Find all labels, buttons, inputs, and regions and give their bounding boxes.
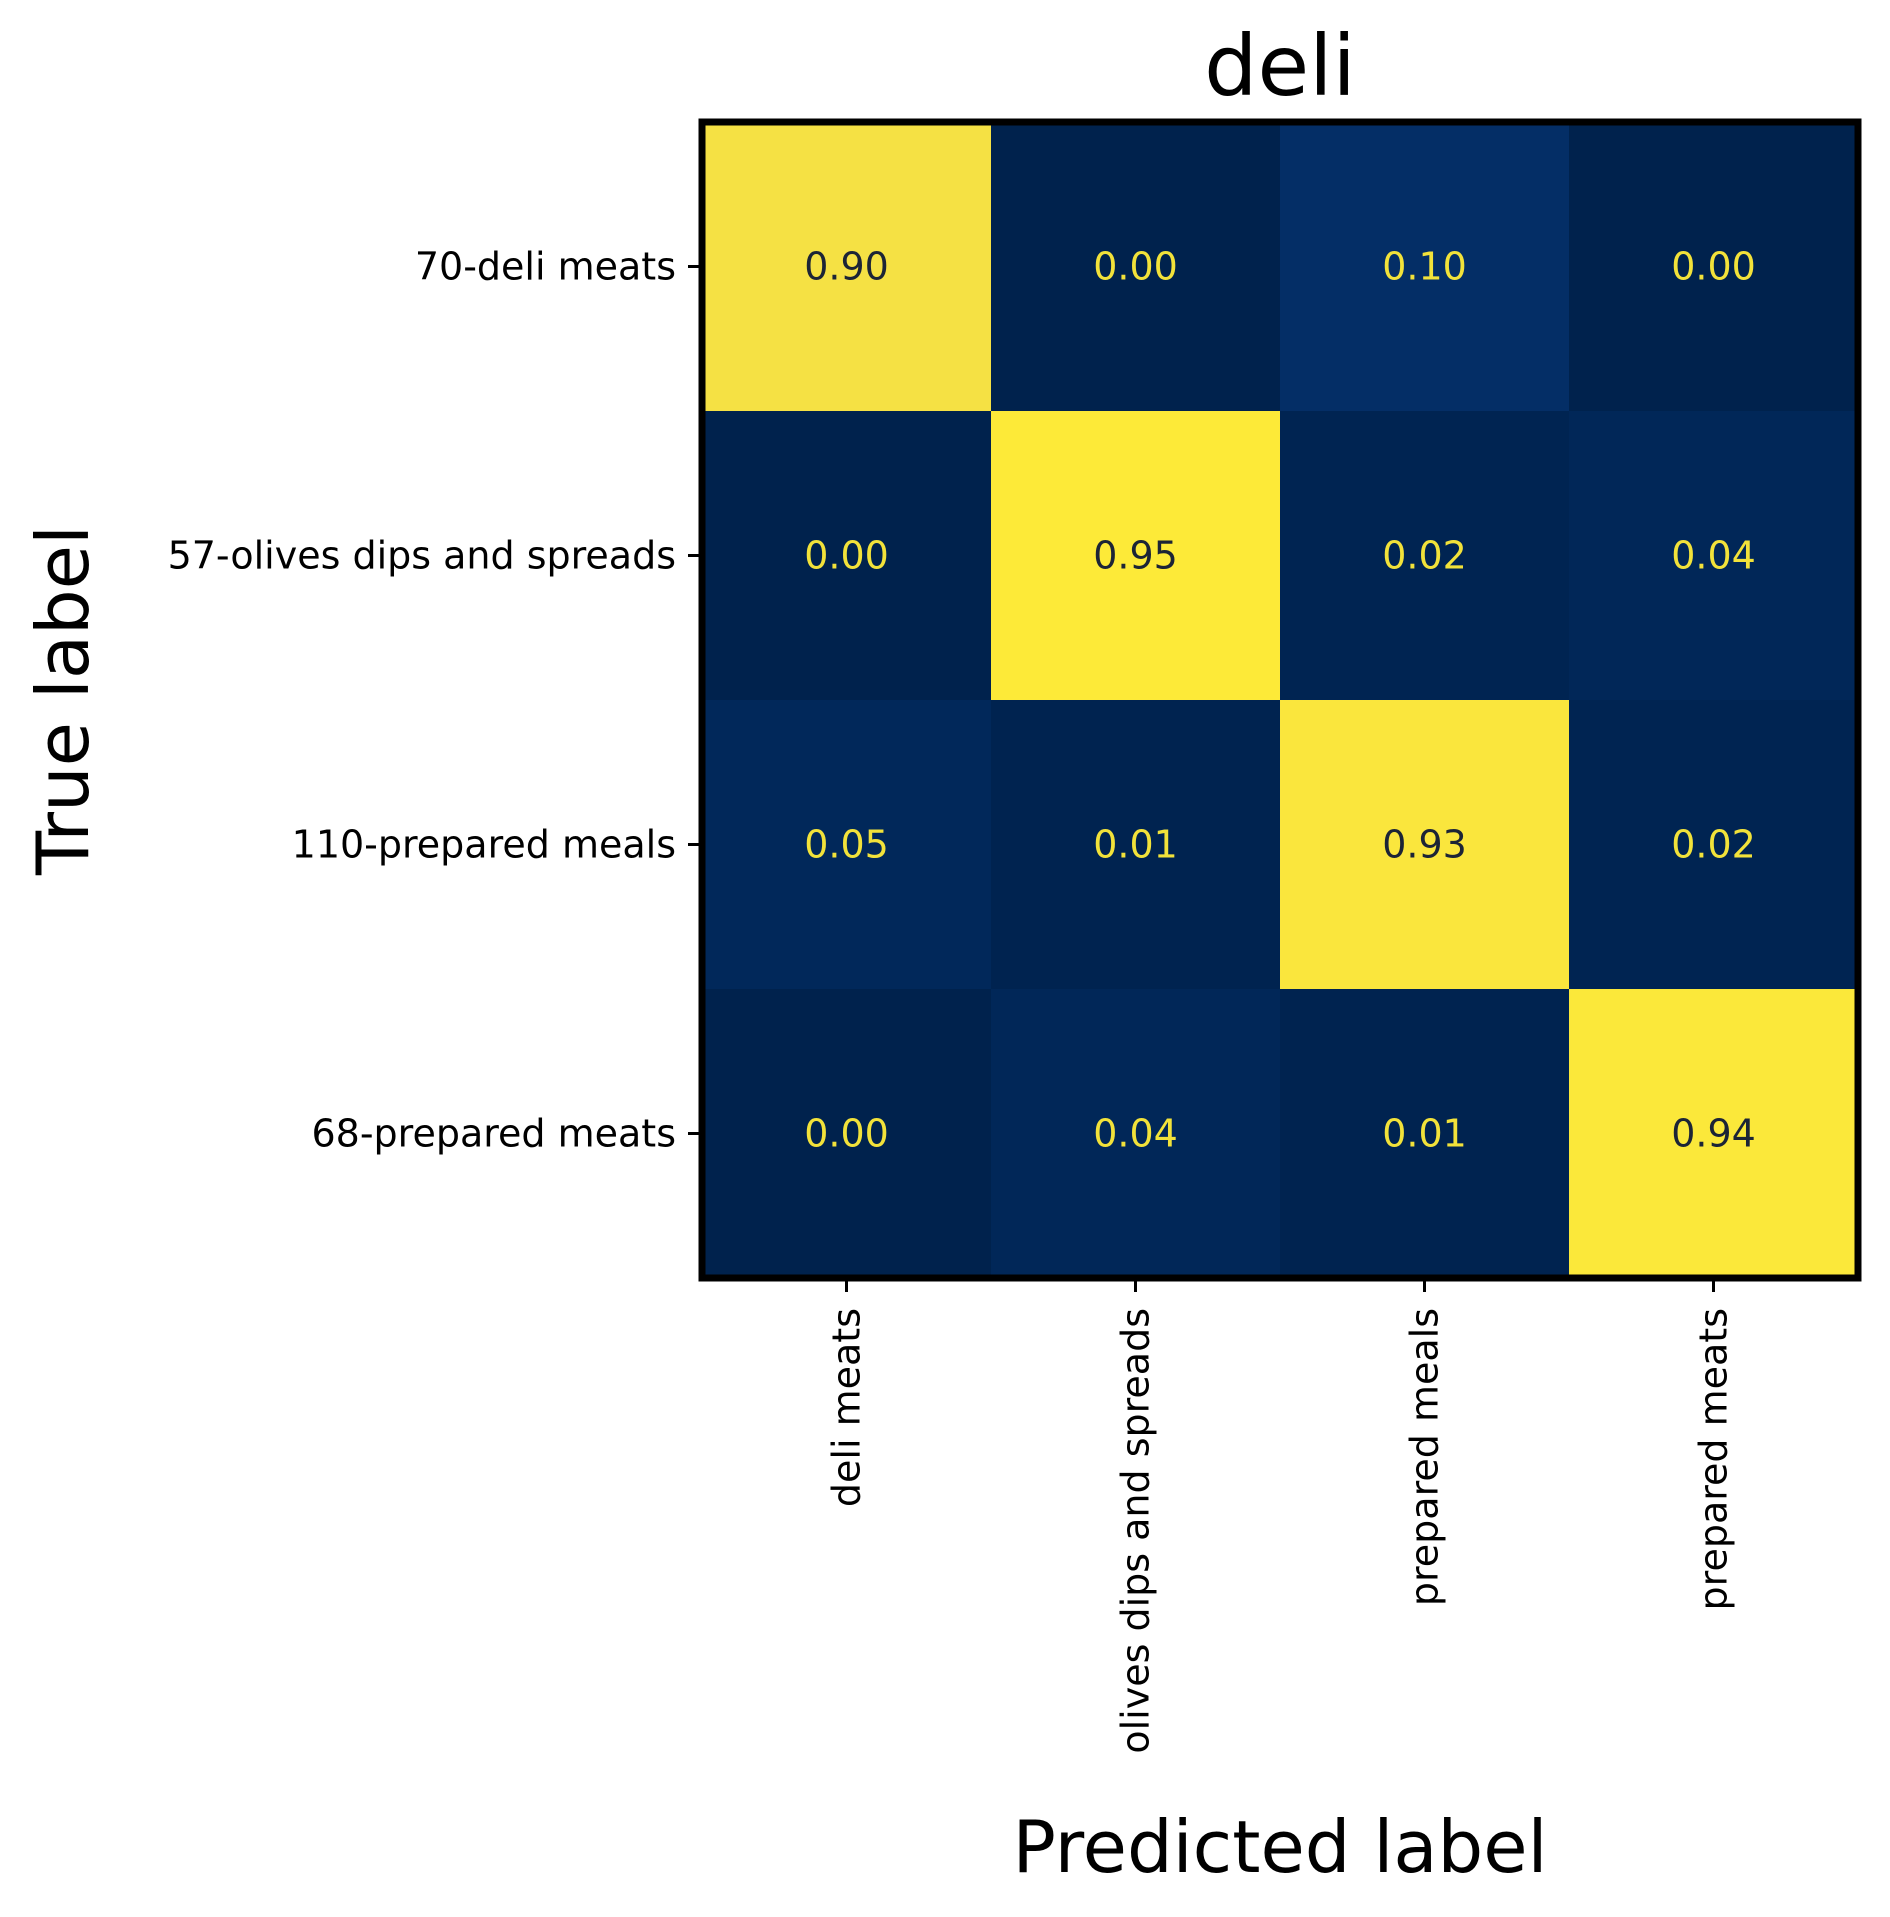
heatmap-cell [702,700,992,990]
cell-value-label: 0.05 [804,823,889,867]
cell-value-label: 0.95 [1093,534,1178,578]
heatmap-cell [1280,989,1570,1279]
heatmap-cells [702,122,1859,1279]
y-axis-ticks: 70-deli meats 57-olives dips and spreads 1… [168,245,702,1156]
cell-value-label: 0.00 [1093,245,1178,289]
heatmap-annotations: 0.90 0.00 0.10 0.00 0.00 0.95 0.02 0.04 0.05 0.01… [804,245,1756,1156]
y-tick-label: 68-prepared meats [311,1112,676,1156]
x-axis-label: Predicted label [1012,1805,1547,1889]
x-tick-label: prepared meals [1403,1308,1447,1606]
cell-value-label: 0.02 [1671,823,1756,867]
heatmap-cell [1569,989,1859,1279]
heatmap-cell [991,122,1281,412]
y-tick-label: 110-prepared meals [292,823,676,867]
heatmap-cell [1569,700,1859,990]
heatmap-cell [991,989,1281,1279]
y-axis-label: True label [21,525,105,876]
heatmap-cell [1280,411,1570,701]
cell-value-label: 0.01 [1382,1112,1467,1156]
heatmap-cell [1569,411,1859,701]
cell-value-label: 0.90 [804,245,889,289]
cell-value-label: 0.94 [1671,1112,1756,1156]
heatmap-cell [1280,700,1570,990]
cell-value-label: 0.00 [1671,245,1756,289]
x-tick-label: olives dips and spreads [1114,1308,1158,1754]
x-tick-label: prepared meats [1692,1308,1736,1610]
x-tick-label: deli meats [825,1308,869,1507]
cell-value-label: 0.04 [1671,534,1756,578]
heatmap-cell [991,411,1281,701]
cell-value-label: 0.02 [1382,534,1467,578]
cell-value-label: 0.00 [804,1112,889,1156]
heatmap-cell [1569,122,1859,412]
chart-title: deli [1204,17,1356,115]
cell-value-label: 0.10 [1382,245,1467,289]
y-tick-label: 70-deli meats [415,245,676,289]
cell-value-label: 0.93 [1382,823,1467,867]
cell-value-label: 0.00 [804,534,889,578]
heatmap-cell [1280,122,1570,412]
heatmap-cell [702,411,992,701]
plot-frame [698,118,1862,1282]
heatmap-cell [702,122,992,412]
cell-value-label: 0.04 [1093,1112,1178,1156]
y-tick-label: 57-olives dips and spreads [168,534,676,578]
heatmap-cell [702,989,992,1279]
cell-value-label: 0.01 [1093,823,1178,867]
x-axis-ticks: deli meats olives dips and spreads prepare… [825,1278,1736,1754]
heatmap-cell [991,700,1281,990]
